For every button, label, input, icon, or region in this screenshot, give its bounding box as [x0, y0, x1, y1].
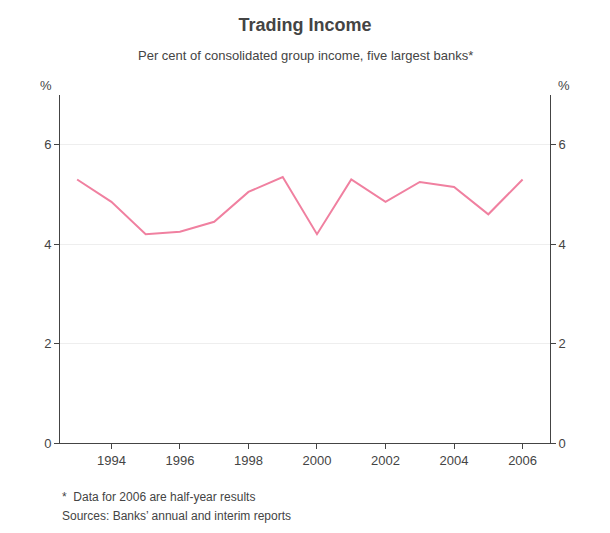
- svg-text:6: 6: [44, 137, 51, 152]
- svg-text:2: 2: [44, 336, 51, 351]
- svg-text:%: %: [558, 78, 570, 93]
- svg-text:0: 0: [44, 436, 51, 451]
- svg-text:2002: 2002: [371, 453, 400, 468]
- svg-text:1996: 1996: [165, 453, 194, 468]
- svg-text:Sources: Banks’ annual and int: Sources: Banks’ annual and interim repor…: [62, 509, 291, 523]
- svg-text:6: 6: [559, 137, 566, 152]
- svg-text:0: 0: [559, 436, 566, 451]
- svg-text:4: 4: [559, 237, 566, 252]
- svg-text:4: 4: [44, 237, 51, 252]
- svg-text:1994: 1994: [97, 453, 126, 468]
- svg-text:2000: 2000: [303, 453, 332, 468]
- svg-text:2006: 2006: [508, 453, 537, 468]
- svg-text:2004: 2004: [440, 453, 469, 468]
- svg-text:%: %: [40, 78, 52, 93]
- svg-text:Per cent of consolidated group: Per cent of consolidated group income, f…: [138, 48, 473, 63]
- svg-text:* Data for 2006 are half-year: * Data for 2006 are half-year results: [62, 490, 255, 504]
- svg-text:Trading Income: Trading Income: [238, 15, 371, 35]
- svg-text:1998: 1998: [234, 453, 263, 468]
- svg-text:2: 2: [559, 336, 566, 351]
